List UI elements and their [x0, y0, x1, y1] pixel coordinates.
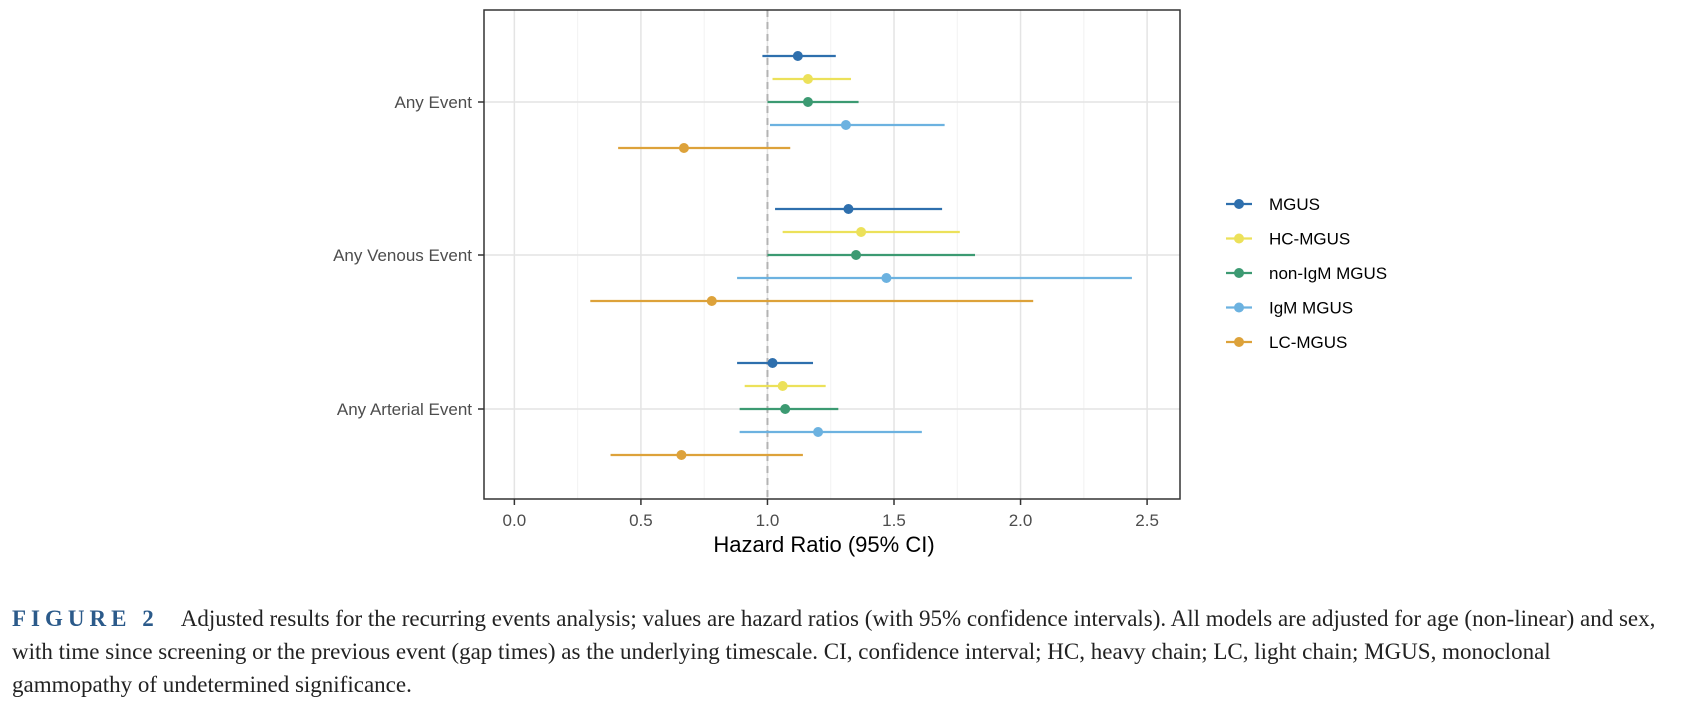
- caption-text: Adjusted results for the recurring event…: [12, 606, 1656, 697]
- x-tick-label: 0.0: [503, 511, 527, 530]
- x-tick-label: 1.0: [756, 511, 780, 530]
- figure-caption: FIGURE 2 Adjusted results for the recurri…: [12, 602, 1676, 701]
- point-estimate: [840, 120, 851, 130]
- point-estimate: [813, 427, 824, 437]
- legend-label: non-IgM MGUS: [1269, 264, 1387, 283]
- legend-key-point: [1234, 302, 1244, 313]
- axes: 0.0 0.5 1.0 1.5 2.0 2.5 Any Event Any Venous Ev…: [333, 93, 1159, 530]
- point-estimate: [851, 250, 862, 260]
- legend-key-point: [1234, 233, 1244, 244]
- x-tick-label: 1.5: [882, 511, 906, 530]
- point-estimate: [678, 143, 689, 153]
- legend-label: MGUS: [1269, 195, 1320, 214]
- x-axis-title: Hazard Ratio (95% CI): [713, 532, 934, 557]
- legend-label: HC-MGUS: [1269, 230, 1350, 249]
- point-estimate: [767, 358, 778, 368]
- x-tick-label: 2.0: [1009, 511, 1033, 530]
- forest-plot: 0.0 0.5 1.0 1.5 2.0 2.5 Any Event Any Venous Ev…: [333, 9, 1387, 557]
- x-tick-label: 2.5: [1135, 511, 1159, 530]
- y-tick-label: Any Venous Event: [333, 246, 472, 265]
- point-estimate: [881, 273, 892, 283]
- figure-label: FIGURE 2: [12, 606, 159, 631]
- legend-label: LC-MGUS: [1269, 333, 1347, 352]
- point-estimate: [676, 450, 687, 460]
- point-estimate: [802, 97, 813, 107]
- y-tick-label: Any Event: [395, 93, 473, 112]
- point-estimate: [802, 74, 813, 84]
- point-estimate: [706, 296, 717, 306]
- legend-key-point: [1234, 337, 1244, 347]
- legend-label: IgM MGUS: [1269, 299, 1353, 318]
- chart-marks: [590, 51, 1132, 460]
- y-tick-label: Any Arterial Event: [337, 400, 472, 419]
- legend-key-point: [1234, 199, 1244, 209]
- point-estimate: [780, 404, 791, 414]
- point-estimate: [777, 381, 788, 391]
- grid-lines: [484, 10, 1180, 499]
- x-tick-label: 0.5: [629, 511, 653, 530]
- point-estimate: [792, 51, 803, 61]
- point-estimate: [843, 204, 854, 214]
- legend-key-point: [1234, 268, 1244, 278]
- point-estimate: [856, 227, 867, 237]
- legend: MGUS HC-MGUS non-IgM MGUS IgM MGUS LC-MGUS: [1226, 195, 1387, 352]
